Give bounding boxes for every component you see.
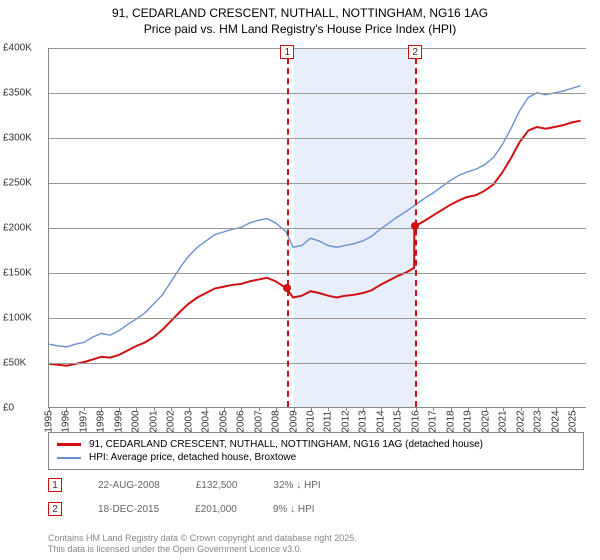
chart-container: 91, CEDARLAND CRESCENT, NUTHALL, NOTTING… [0,0,600,560]
gridline [49,228,586,229]
x-axis-label: 2008 [271,410,282,432]
x-axis-label: 2024 [550,410,561,432]
x-axis-label: 2020 [480,410,491,432]
x-axis-label: 1996 [61,410,72,432]
legend-row: 91, CEDARLAND CRESCENT, NUTHALL, NOTTING… [57,439,575,450]
sale-row: 2 18-DEC-2015 £201,000 9% ↓ HPI [48,502,584,516]
x-axis-label: 1997 [78,410,89,432]
chart-title-line1: 91, CEDARLAND CRESCENT, NUTHALL, NOTTING… [0,0,600,22]
gridline [49,318,586,319]
x-axis-label: 2007 [253,410,264,432]
y-axis-label: £150K [3,268,32,279]
sale-marker-box: 1 [48,478,62,492]
x-axis-label: 2023 [533,410,544,432]
sale-marker-number: 2 [408,45,422,59]
x-axis-label: 2003 [183,410,194,432]
x-axis-label: 2005 [218,410,229,432]
sale-date: 22-AUG-2008 [98,480,160,491]
sale-delta: 9% ↓ HPI [273,504,315,515]
x-axis-label: 2010 [306,410,317,432]
sale-marker-box: 2 [48,502,62,516]
y-axis-label: £200K [3,223,32,234]
x-axis-label: 2012 [340,410,351,432]
y-axis-label: £50K [3,358,26,369]
x-axis-label: 2000 [131,410,142,432]
x-axis-label: 2015 [393,410,404,432]
gridline [49,273,586,274]
sale-marker-number: 1 [280,45,294,59]
footer-text: Contains HM Land Registry data © Crown c… [48,533,357,556]
footer-line1: Contains HM Land Registry data © Crown c… [48,533,357,545]
chart-title-line2: Price paid vs. HM Land Registry's House … [0,22,600,42]
x-axis-label: 2017 [428,410,439,432]
x-axis-label: 2014 [375,410,386,432]
x-axis-label: 2009 [288,410,299,432]
x-axis-label: 2002 [166,410,177,432]
series-line-price_paid [49,121,580,366]
y-axis-label: £400K [3,43,32,54]
y-axis-label: £0 [3,403,14,414]
x-axis-label: 2004 [201,410,212,432]
legend-swatch [57,457,81,459]
y-axis-label: £300K [3,133,32,144]
y-axis-label: £350K [3,88,32,99]
x-axis-label: 1999 [113,410,124,432]
x-axis-label: 1995 [44,410,55,432]
x-axis-label: 2006 [236,410,247,432]
y-axis-label: £100K [3,313,32,324]
x-axis-label: 2021 [498,410,509,432]
sale-date: 18-DEC-2015 [98,504,159,515]
sale-delta: 32% ↓ HPI [273,480,320,491]
sale-row: 1 22-AUG-2008 £132,500 32% ↓ HPI [48,478,584,492]
x-axis-label: 2011 [323,411,334,433]
legend-label: HPI: Average price, detached house, Brox… [89,452,296,463]
sale-price: £132,500 [196,480,238,491]
footer-line2: This data is licensed under the Open Gov… [48,544,357,556]
y-axis-label: £250K [3,178,32,189]
x-axis-label: 2018 [445,410,456,432]
sale-marker-dot [283,284,291,292]
gridline [49,93,586,94]
x-axis-label: 2016 [410,410,421,432]
x-axis-label: 2025 [568,410,579,432]
x-axis-label: 1998 [96,410,107,432]
gridline [49,48,586,49]
series-line-hpi [49,86,580,347]
x-axis-label: 2022 [515,410,526,432]
chart-plot-area: £0£50K£100K£150K£200K£250K£300K£350K£400… [48,48,586,408]
x-axis-label: 2013 [358,410,369,432]
legend-box: 91, CEDARLAND CRESCENT, NUTHALL, NOTTING… [48,432,584,470]
sale-marker-line [287,48,289,407]
sale-price: £201,000 [195,504,237,515]
legend-label: 91, CEDARLAND CRESCENT, NUTHALL, NOTTING… [89,439,483,450]
x-axis-label: 2001 [148,410,159,432]
legend-row: HPI: Average price, detached house, Brox… [57,452,575,463]
legend-swatch [57,443,81,446]
gridline [49,363,586,364]
sale-marker-dot [411,222,419,230]
gridline [49,183,586,184]
x-axis-label: 2019 [463,410,474,432]
gridline [49,138,586,139]
